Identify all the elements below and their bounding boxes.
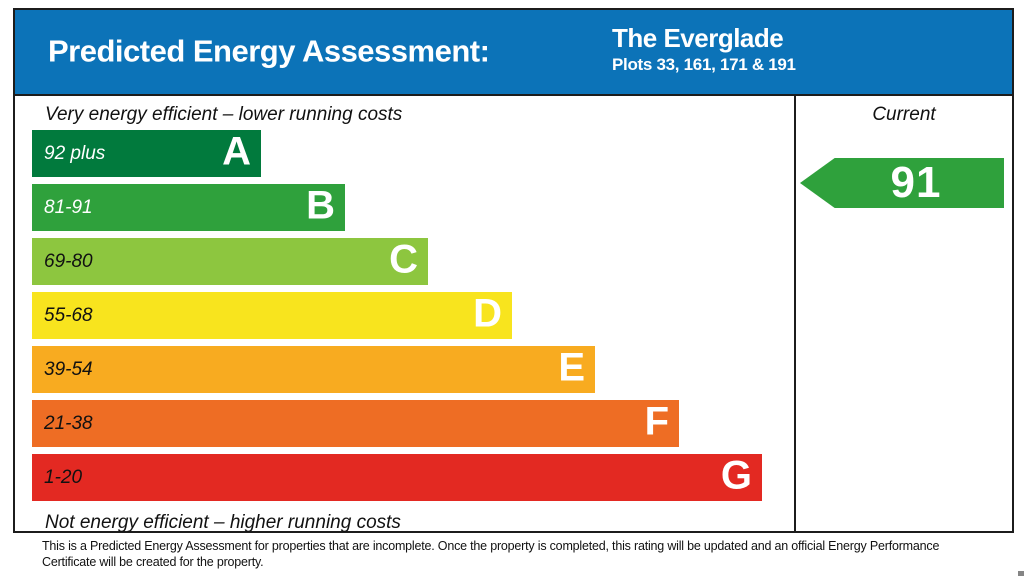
current-rating-pane: Current 91: [794, 96, 1012, 531]
band-range-label: 1-20: [44, 466, 83, 488]
band-range-label: 81-91: [44, 196, 93, 218]
certificate-box: Predicted Energy Assessment: The Evergla…: [13, 8, 1014, 533]
current-rating-arrow: 91: [800, 158, 1004, 208]
band-letter: G: [720, 453, 752, 498]
corner-artifact: [1018, 571, 1024, 576]
band-letter: A: [222, 129, 251, 174]
band-g: 1-20 G: [32, 453, 762, 501]
band-letter: B: [306, 183, 335, 228]
band-range-label: 21-38: [44, 412, 93, 434]
development-info: The Everglade Plots 33, 161, 171 & 191: [612, 23, 796, 75]
band-range-label: 92 plus: [44, 142, 106, 164]
header-bar: Predicted Energy Assessment: The Evergla…: [15, 10, 1012, 96]
band-f: 21-38 F: [32, 399, 679, 447]
top-caption: Very energy efficient – lower running co…: [45, 104, 403, 125]
current-column-header: Current: [872, 104, 936, 125]
band-letter: F: [644, 399, 669, 444]
band-c: 69-80 C: [32, 237, 428, 285]
band-a: 92 plus A: [32, 129, 261, 177]
epc-chart: Very energy efficient – lower running co…: [15, 96, 1012, 533]
rating-bands: 92 plus A 81-91 B 69-80 C 55-68 D 39-54 E 21-38 F 1-…: [15, 129, 794, 501]
development-plots: Plots 33, 161, 171 & 191: [612, 55, 796, 74]
band-d: 55-68 D: [32, 291, 512, 339]
current-rating-value: 91: [890, 158, 942, 207]
footer-disclaimer: This is a Predicted Energy Assessment fo…: [42, 539, 940, 569]
band-letter: D: [473, 291, 502, 336]
band-range-label: 39-54: [44, 358, 93, 380]
band-b: 81-91 B: [32, 183, 345, 231]
band-letter: E: [558, 345, 585, 390]
band-range-label: 69-80: [44, 250, 93, 272]
band-range-label: 55-68: [44, 304, 93, 326]
band-e: 39-54 E: [32, 345, 595, 393]
band-letter: C: [389, 237, 418, 282]
bottom-caption: Not energy efficient – higher running co…: [45, 512, 401, 533]
rating-bands-pane: Very energy efficient – lower running co…: [15, 96, 794, 533]
page-title: Predicted Energy Assessment:: [48, 33, 490, 69]
development-name: The Everglade: [612, 23, 784, 53]
